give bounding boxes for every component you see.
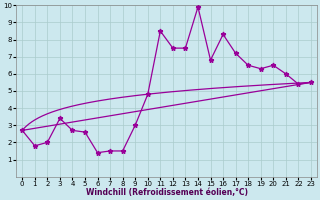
X-axis label: Windchill (Refroidissement éolien,°C): Windchill (Refroidissement éolien,°C) xyxy=(85,188,248,197)
